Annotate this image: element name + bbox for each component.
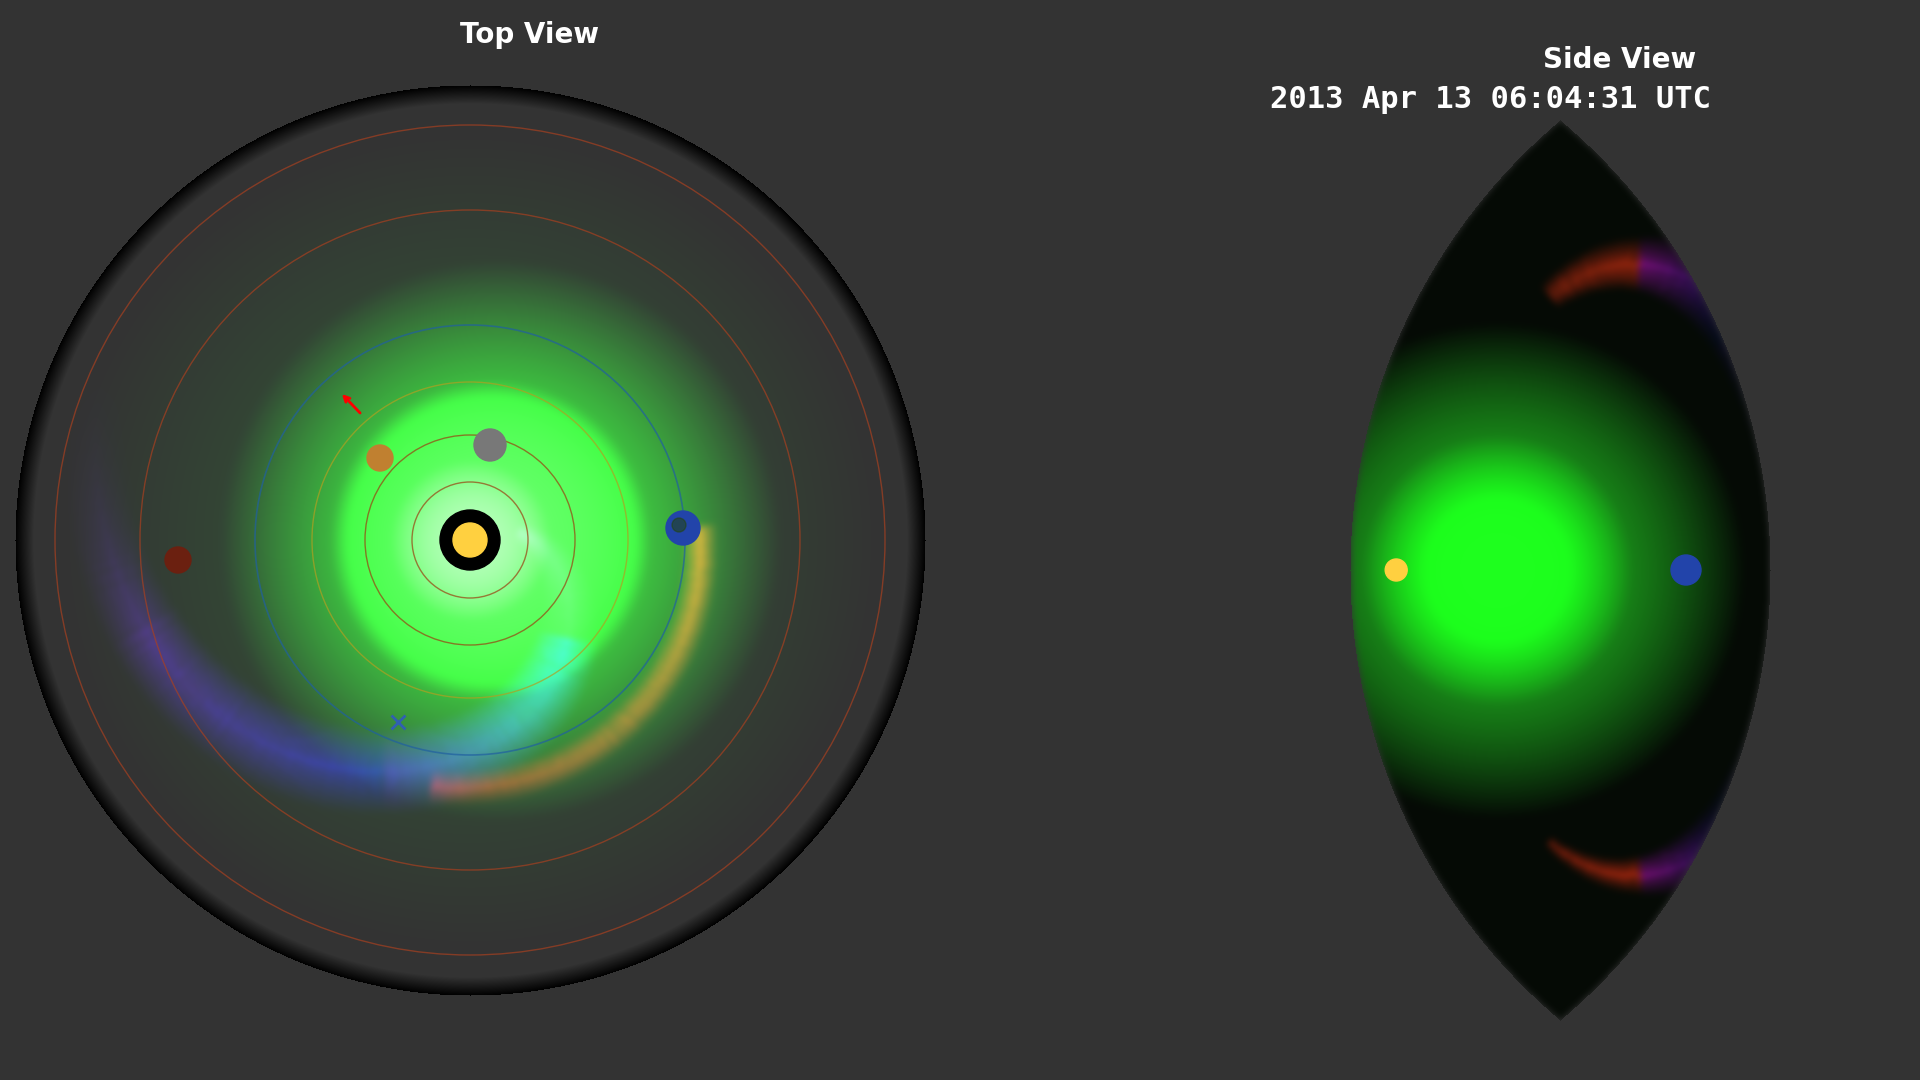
Circle shape	[440, 510, 499, 570]
Circle shape	[672, 518, 685, 532]
Circle shape	[1670, 555, 1701, 585]
Circle shape	[165, 546, 190, 573]
Text: Side View: Side View	[1544, 46, 1697, 75]
Circle shape	[367, 445, 394, 471]
Circle shape	[453, 523, 488, 557]
Text: Top View: Top View	[461, 21, 599, 49]
Circle shape	[1384, 559, 1407, 581]
Circle shape	[474, 429, 507, 461]
Text: 2013 Apr 13 06:04:31 UTC: 2013 Apr 13 06:04:31 UTC	[1269, 85, 1711, 114]
Circle shape	[666, 511, 701, 545]
